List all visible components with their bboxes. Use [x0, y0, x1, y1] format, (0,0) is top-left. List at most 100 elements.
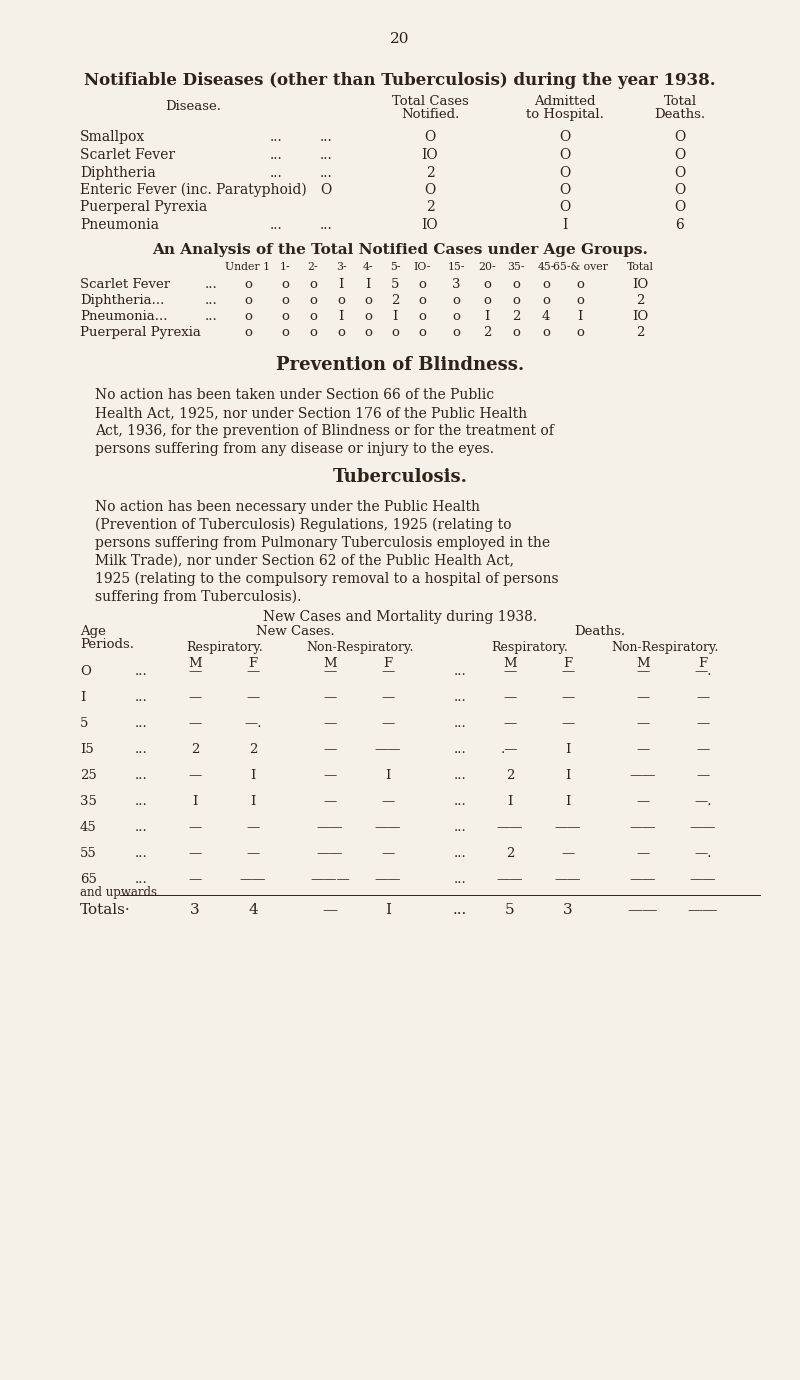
Text: I: I	[392, 310, 398, 323]
Text: Scarlet Fever: Scarlet Fever	[80, 277, 170, 291]
Text: —: —	[562, 718, 574, 730]
Text: ...: ...	[454, 742, 466, 756]
Text: Prevention of Blindness.: Prevention of Blindness.	[276, 356, 524, 374]
Text: o: o	[364, 310, 372, 323]
Text: Deaths.: Deaths.	[574, 625, 626, 638]
Text: 3: 3	[563, 903, 573, 916]
Text: 3: 3	[452, 277, 460, 291]
Text: 5: 5	[391, 277, 399, 291]
Text: Total: Total	[626, 262, 654, 272]
Text: ——: ——	[497, 821, 523, 834]
Text: Milk Trade), nor under Section 62 of the Public Health Act,: Milk Trade), nor under Section 62 of the…	[95, 553, 514, 569]
Text: O: O	[674, 148, 686, 161]
Text: ...: ...	[270, 130, 282, 144]
Text: Enteric Fever (inc. Paratyphoid): Enteric Fever (inc. Paratyphoid)	[80, 184, 306, 197]
Text: o: o	[309, 310, 317, 323]
Text: IO: IO	[632, 277, 648, 291]
Text: ——: ——	[374, 874, 402, 886]
Text: —: —	[188, 821, 202, 834]
Text: o: o	[452, 294, 460, 306]
Text: —: —	[562, 847, 574, 860]
Text: ...: ...	[453, 903, 467, 916]
Text: M: M	[323, 657, 337, 671]
Text: 65-& over: 65-& over	[553, 262, 607, 272]
Text: o: o	[512, 326, 520, 339]
Text: Respiratory.: Respiratory.	[492, 640, 568, 654]
Text: ...: ...	[320, 130, 333, 144]
Text: Scarlet Fever: Scarlet Fever	[80, 148, 175, 161]
Text: o: o	[281, 326, 289, 339]
Text: 2: 2	[191, 742, 199, 756]
Text: ...: ...	[135, 718, 148, 730]
Text: —: —	[188, 769, 202, 782]
Text: —: —	[188, 874, 202, 886]
Text: Totals·: Totals·	[80, 903, 130, 916]
Text: ...: ...	[454, 691, 466, 704]
Text: Diphtheria...: Diphtheria...	[80, 294, 164, 306]
Text: —: —	[188, 665, 202, 678]
Text: ——: ——	[374, 821, 402, 834]
Text: —: —	[246, 691, 260, 704]
Text: —: —	[636, 691, 650, 704]
Text: ...: ...	[454, 847, 466, 860]
Text: An Analysis of the Total Notified Cases under Age Groups.: An Analysis of the Total Notified Cases …	[152, 243, 648, 257]
Text: Puerperal Pyrexia: Puerperal Pyrexia	[80, 200, 207, 214]
Text: —: —	[636, 665, 650, 678]
Text: o: o	[512, 294, 520, 306]
Text: O: O	[674, 184, 686, 197]
Text: Health Act, 1925, nor under Section 176 of the Public Health: Health Act, 1925, nor under Section 176 …	[95, 406, 527, 420]
Text: —: —	[323, 665, 337, 678]
Text: o: o	[309, 294, 317, 306]
Text: 35: 35	[80, 795, 97, 809]
Text: Deaths.: Deaths.	[654, 108, 706, 121]
Text: I: I	[80, 691, 86, 704]
Text: —: —	[323, 691, 337, 704]
Text: 2: 2	[426, 166, 434, 179]
Text: ...: ...	[135, 742, 148, 756]
Text: F: F	[563, 657, 573, 671]
Text: o: o	[418, 277, 426, 291]
Text: ...: ...	[454, 769, 466, 782]
Text: 2: 2	[512, 310, 520, 323]
Text: —: —	[323, 769, 337, 782]
Text: I: I	[250, 769, 256, 782]
Text: O: O	[559, 130, 570, 144]
Text: Diphtheria: Diphtheria	[80, 166, 156, 179]
Text: ...: ...	[135, 847, 148, 860]
Text: I: I	[484, 310, 490, 323]
Text: 65: 65	[80, 874, 97, 886]
Text: o: o	[576, 326, 584, 339]
Text: ...: ...	[205, 294, 218, 306]
Text: o: o	[244, 310, 252, 323]
Text: O: O	[674, 166, 686, 179]
Text: —: —	[696, 718, 710, 730]
Text: o: o	[244, 294, 252, 306]
Text: I: I	[566, 795, 570, 809]
Text: ...: ...	[135, 821, 148, 834]
Text: Puerperal Pyrexia: Puerperal Pyrexia	[80, 326, 201, 339]
Text: I: I	[366, 277, 370, 291]
Text: I: I	[578, 310, 582, 323]
Text: —: —	[696, 742, 710, 756]
Text: ——: ——	[630, 769, 656, 782]
Text: O: O	[559, 148, 570, 161]
Text: F: F	[698, 657, 707, 671]
Text: Notifiable Diseases (other than Tuberculosis) during the year 1938.: Notifiable Diseases (other than Tubercul…	[84, 72, 716, 88]
Text: I: I	[507, 795, 513, 809]
Text: O: O	[424, 184, 436, 197]
Text: IO: IO	[422, 218, 438, 232]
Text: 3: 3	[190, 903, 200, 916]
Text: ...: ...	[135, 795, 148, 809]
Text: o: o	[452, 310, 460, 323]
Text: o: o	[483, 277, 491, 291]
Text: No action has been necessary under the Public Health: No action has been necessary under the P…	[95, 500, 480, 513]
Text: ——: ——	[317, 847, 343, 860]
Text: 3-: 3-	[336, 262, 346, 272]
Text: and upwards: and upwards	[80, 886, 157, 898]
Text: 2: 2	[426, 200, 434, 214]
Text: —: —	[382, 718, 394, 730]
Text: o: o	[337, 294, 345, 306]
Text: .—: .—	[502, 742, 518, 756]
Text: o: o	[337, 326, 345, 339]
Text: o: o	[542, 277, 550, 291]
